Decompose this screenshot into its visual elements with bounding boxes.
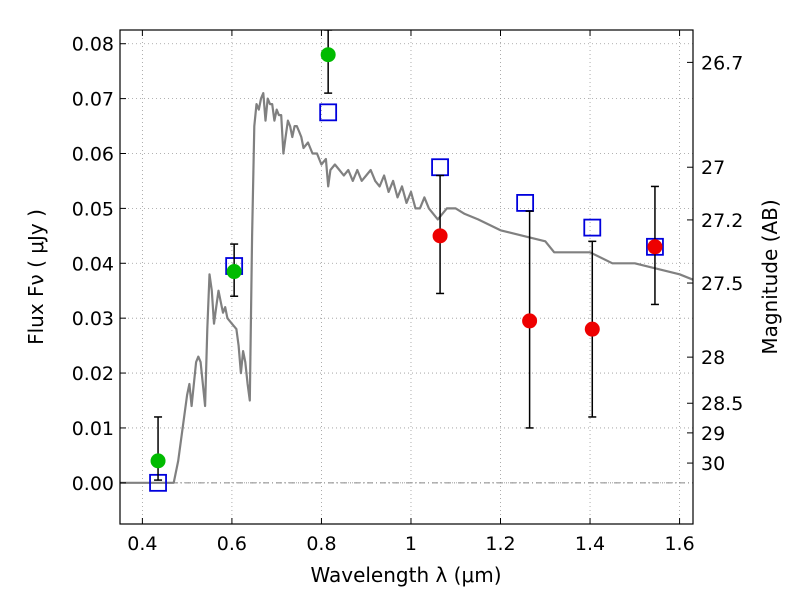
- red-point-marker: [432, 228, 448, 244]
- x-tick-label: 1.2: [485, 533, 515, 555]
- y-tick-label: 0.06: [72, 144, 114, 166]
- red-point-marker: [647, 239, 663, 255]
- y-tick-label: 0.07: [72, 89, 114, 111]
- x-axis-title: Wavelength λ (μm): [310, 563, 501, 587]
- y2-axis-title: Magnitude (AB): [758, 199, 782, 354]
- y2-tick-label: 28.5: [701, 393, 743, 415]
- grid-lines: [120, 30, 693, 524]
- y-tick-label: 0.05: [72, 198, 114, 220]
- x-tick-label: 1.6: [664, 533, 694, 555]
- y2-tick-label: 28: [701, 347, 725, 369]
- data-series: [120, 30, 693, 492]
- y2-tick-label: 30: [701, 453, 725, 475]
- y2-tick-label: 29: [701, 423, 725, 445]
- x-tick-label: 0.8: [306, 533, 336, 555]
- plot-frame: [119, 29, 694, 525]
- x-tick-label: 1.4: [575, 533, 605, 555]
- x-tick-label: 0.6: [217, 533, 247, 555]
- y-tick-label: 0.02: [72, 363, 114, 385]
- x-tick-label: 0.4: [127, 533, 157, 555]
- y2-tick-label: 27: [701, 157, 725, 179]
- axis-ticks: 0.4 0.6 0.8 1 1.2 1.4 1.6 0.00 0.01 0.02 0.03 0.04 0…: [72, 30, 743, 555]
- model-square-marker: [516, 193, 535, 212]
- green-point-marker: [226, 264, 242, 280]
- green-point-marker: [320, 47, 336, 63]
- y2-tick-label: 27.2: [701, 210, 743, 232]
- model-square-marker: [583, 218, 602, 237]
- model-square-marker: [319, 103, 338, 122]
- x-tick-label: 1: [405, 533, 417, 555]
- green-point-marker: [150, 453, 166, 469]
- y-tick-label: 0.00: [72, 473, 114, 495]
- model-square-marker: [431, 158, 449, 177]
- y-axis-title: Flux Fν ( μJy ): [24, 209, 48, 345]
- y-tick-label: 0.01: [72, 418, 114, 440]
- y-tick-label: 0.04: [72, 253, 114, 275]
- y-tick-label: 0.03: [72, 308, 114, 330]
- red-point-marker: [584, 321, 600, 337]
- y2-tick-label: 26.7: [701, 52, 743, 74]
- y-tick-label: 0.08: [72, 34, 114, 56]
- y2-tick-label: 27.5: [701, 273, 743, 295]
- red-point-marker: [522, 313, 538, 329]
- model-spectrum-line: [120, 92, 693, 484]
